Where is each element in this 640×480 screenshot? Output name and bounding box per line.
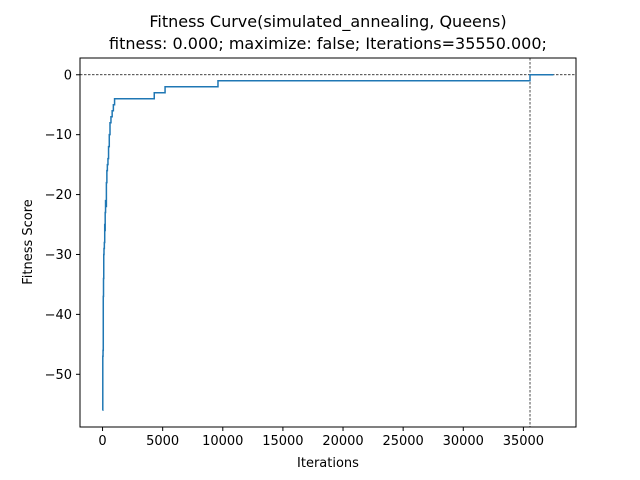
- y-tick-label: 0: [64, 68, 72, 83]
- x-tick-label: 25000: [382, 434, 423, 449]
- y-tick-label: −30: [45, 248, 72, 263]
- x-tick-label: 0: [98, 434, 106, 449]
- x-axis-ticks: 0 5000 10000 15000 20000 25000 30000 35000: [98, 427, 544, 449]
- y-tick-label: −40: [45, 308, 72, 323]
- x-tick-label: 30000: [443, 434, 484, 449]
- chart-title: Fitness Curve(simulated_annealing, Queen…: [149, 12, 506, 32]
- x-tick-label: 5000: [146, 434, 179, 449]
- series-layer: [102, 74, 554, 411]
- x-tick-label: 10000: [202, 434, 243, 449]
- x-tick-label: 35000: [503, 434, 544, 449]
- reference-lines: [80, 58, 576, 427]
- x-tick-label: 20000: [322, 434, 363, 449]
- y-axis-label: Fitness Score: [21, 199, 36, 285]
- y-axis-ticks: 0 −10 −20 −30 −40 −50: [45, 68, 80, 383]
- series-line: [102, 74, 554, 411]
- x-axis-label: Iterations: [297, 456, 359, 471]
- y-tick-label: −10: [45, 128, 72, 143]
- y-tick-label: −20: [45, 188, 72, 203]
- chart-subtitle: fitness: 0.000; maximize: false; Iterati…: [109, 34, 547, 53]
- y-tick-label: −50: [45, 368, 72, 383]
- x-tick-label: 15000: [262, 434, 303, 449]
- plot-frame: [79, 57, 577, 428]
